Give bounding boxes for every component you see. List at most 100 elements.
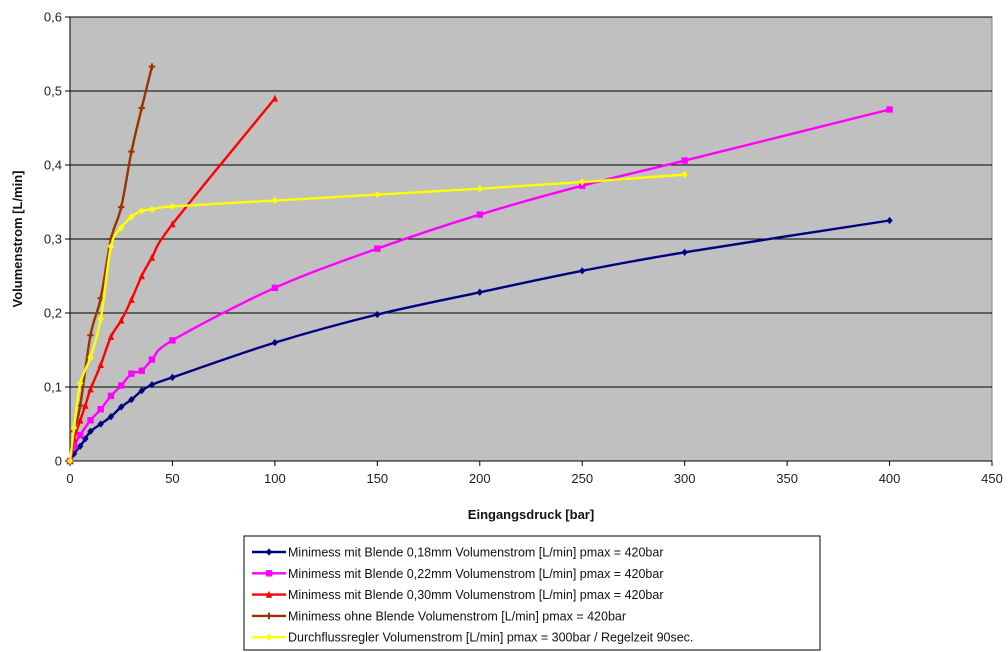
legend-marker [265, 570, 273, 577]
legend: Minimess mit Blende 0,18mm Volumenstrom … [243, 535, 821, 651]
data-point [107, 332, 115, 340]
legend-marker [265, 590, 273, 598]
legend-label: Minimess mit Blende 0,22mm Volumenstrom … [288, 567, 664, 581]
x-tick-label: 300 [674, 471, 696, 486]
x-tick-label: 50 [165, 471, 179, 486]
data-point [97, 420, 104, 428]
data-point [128, 295, 135, 303]
x-tick-label: 100 [264, 471, 286, 486]
data-point [138, 387, 145, 395]
data-point [169, 220, 176, 228]
x-tick-label: 0 [66, 471, 73, 486]
data-point [271, 94, 279, 102]
x-tick-label: 150 [366, 471, 388, 486]
x-tick-label: 250 [571, 471, 593, 486]
data-point [97, 361, 104, 368]
data-point [82, 401, 89, 409]
data-point [476, 211, 483, 218]
data-point [97, 406, 104, 413]
x-tick-label: 400 [879, 471, 901, 486]
data-point [148, 356, 156, 363]
data-point [271, 196, 279, 205]
legend-box [243, 535, 821, 651]
data-point [271, 339, 279, 347]
legend-marker [265, 548, 273, 556]
data-point [87, 385, 94, 393]
y-tick-label: 0 [55, 454, 62, 469]
data-point [118, 224, 125, 232]
data-point [148, 253, 156, 261]
data-point [70, 450, 78, 458]
data-point [107, 413, 115, 421]
y-tick-label: 0,3 [44, 232, 62, 247]
legend-item: Minimess mit Blende 0,30mm Volumenstrom … [252, 588, 664, 602]
data-point [128, 395, 135, 404]
y-tick-label: 0,2 [44, 306, 62, 321]
legend-label: Durchflussregler Volumenstrom [L/min] pm… [288, 631, 693, 645]
x-tick-label: 200 [469, 471, 491, 486]
legend-marker [265, 633, 273, 641]
data-point [87, 417, 94, 424]
legend-label: Minimess mit Blende 0,18mm Volumenstrom … [288, 546, 664, 560]
data-point [70, 443, 78, 450]
data-point [374, 310, 381, 319]
x-tick-label: 450 [981, 471, 1003, 486]
y-tick-label: 0,5 [44, 84, 62, 99]
data-point [169, 373, 176, 381]
data-point [148, 205, 156, 213]
data-point [138, 367, 145, 374]
data-point [374, 245, 381, 252]
data-point [77, 442, 84, 450]
x-tick-label: 350 [776, 471, 798, 486]
data-point [681, 157, 688, 164]
data-point [138, 272, 145, 280]
data-point [97, 315, 104, 323]
data-point [118, 316, 125, 324]
y-tick-label: 0,4 [44, 158, 62, 173]
data-point [107, 242, 115, 250]
data-point [77, 402, 84, 409]
data-point [148, 63, 156, 70]
data-point [138, 104, 145, 112]
legend-label: Minimess ohne Blende Volumenstrom [L/min… [288, 609, 626, 623]
series-2 [66, 106, 893, 465]
legend-item: Durchflussregler Volumenstrom [L/min] pm… [252, 631, 693, 645]
legend-item: Minimess mit Blende 0,22mm Volumenstrom … [252, 567, 664, 581]
legend-item: Minimess ohne Blende Volumenstrom [L/min… [252, 609, 626, 623]
data-point [886, 106, 893, 113]
series-5 [66, 171, 688, 465]
data-point [579, 178, 586, 186]
legend-item: Minimess mit Blende 0,18mm Volumenstrom … [252, 546, 664, 560]
data-point [169, 337, 176, 344]
data-point [66, 457, 74, 465]
data-point [476, 288, 483, 296]
data-point [118, 403, 125, 411]
data-point [271, 284, 279, 292]
data-point [77, 416, 84, 424]
data-point [70, 424, 78, 432]
axes: 0 0,1 0,2 0,3 0,4 0,5 0,6 0 50 100 150 200 250 300 350… [44, 10, 1003, 487]
series-layer [66, 63, 893, 465]
data-point [118, 203, 125, 211]
data-point [118, 382, 125, 389]
data-point [681, 248, 688, 256]
data-point [886, 216, 893, 225]
legend-marker [265, 612, 273, 620]
x-axis-title: Eingangsdruck [bar] [468, 507, 594, 522]
series-3 [66, 94, 279, 465]
data-point [128, 213, 135, 221]
data-point [128, 370, 135, 377]
data-point [77, 379, 84, 387]
series-line [68, 66, 154, 462]
data-point [87, 427, 94, 435]
data-point [87, 353, 94, 361]
y-axis-title: Volumenstrom [L/min] [10, 171, 25, 308]
data-point [77, 431, 84, 439]
data-point [476, 185, 483, 193]
data-point [374, 191, 381, 199]
y-tick-label: 0,6 [44, 10, 62, 25]
data-point [148, 381, 156, 389]
data-point [82, 435, 89, 443]
legend-label: Minimess mit Blende 0,30mm Volumenstrom … [288, 588, 664, 602]
